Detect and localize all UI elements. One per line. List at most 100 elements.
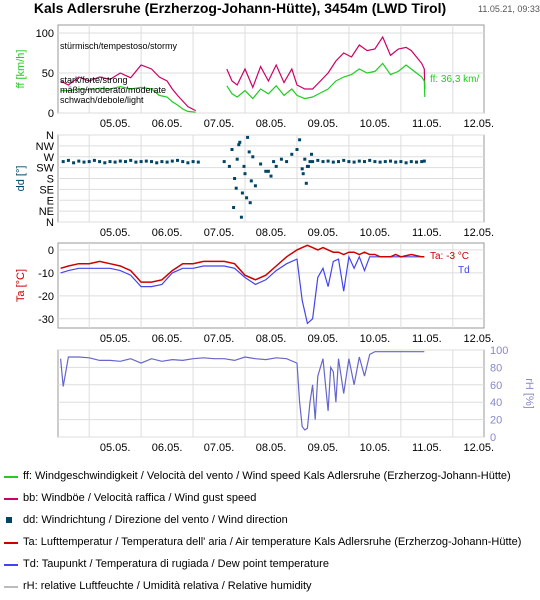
series-line-bb (226, 35, 426, 90)
x-tick-label-rh: 08.05. (256, 442, 287, 454)
y-tick-label-dir: S (47, 174, 54, 186)
legend-swatch-ff (4, 476, 18, 478)
dd-point (378, 160, 382, 164)
dd-point (389, 159, 392, 163)
dd-point (368, 158, 372, 162)
legend-item-td: Td: Taupunkt / Temperatura di rugiada / … (4, 556, 540, 578)
x-tick-label-temp: 05.05. (100, 333, 131, 345)
legend-label-dd: dd: Windrichtung / Direzione del vento /… (23, 514, 288, 526)
y-tick-label-dir: W (44, 152, 55, 164)
dd-point (308, 160, 312, 164)
wind-zone-label: mäßig/moderato/moderate (60, 85, 166, 95)
dd-point (139, 160, 143, 164)
x-tick-label-rh: 05.05. (100, 442, 131, 454)
x-tick-label-temp: 08.05. (256, 333, 287, 345)
dd-point (246, 135, 250, 139)
series-line-td (60, 254, 425, 325)
dd-point (337, 160, 340, 164)
dd-point (98, 160, 102, 164)
dd-point (118, 159, 122, 163)
legend-item-ff: ff: Windgeschwindigkeit / Velocità del v… (4, 468, 540, 490)
dd-point (124, 160, 127, 164)
panel-dir: 05.05. 06.05. 07.05. 08.05. 09.05. 10.05. 11.0… (15, 130, 494, 239)
dd-point (230, 148, 234, 151)
x-tick-label-rh: 06.05. (152, 442, 183, 454)
dd-point (321, 160, 325, 164)
panel-wind: 05.05. 06.05. 07.05. 08.05. 09.05. 10.05. 11.0… (15, 24, 495, 130)
dd-point (420, 160, 424, 164)
x-tick-label-temp: 06.05. (152, 333, 183, 345)
dd-point (155, 161, 159, 165)
x-tick-label-wind: 11.05. (412, 118, 442, 130)
x-tick-label-temp: 10.05. (360, 333, 391, 345)
dd-point (409, 160, 413, 164)
dd-point (103, 161, 107, 165)
x-tick-label-temp: 07.05. (204, 333, 235, 345)
y-tick-label-dir: N (46, 217, 54, 229)
legend-label-rh: rH: relative Luftfeuchte / Umidità relat… (23, 580, 312, 592)
y-tick-label-rh: 100 (490, 345, 508, 357)
dd-point (245, 196, 249, 200)
y-tick-label-dir: NE (39, 206, 54, 218)
dd-point (326, 159, 330, 163)
dd-point (234, 186, 238, 190)
dd-point (399, 160, 403, 164)
dd-point (160, 160, 164, 164)
series-line-ta (60, 244, 425, 283)
dd-point (227, 164, 231, 168)
dd-point (415, 160, 418, 164)
dd-point (300, 167, 304, 171)
dd-point (274, 164, 278, 168)
dd-point (248, 201, 252, 205)
dd-point (311, 160, 315, 164)
dd-point (352, 160, 356, 164)
x-tick-label-dir: 09.05. (308, 227, 339, 239)
dd-point (134, 160, 138, 164)
y-axis-label-dir: dd [°] (15, 166, 27, 192)
dd-point (247, 150, 251, 154)
x-tick-label-wind: 12.05. (464, 118, 495, 130)
dd-point (92, 158, 96, 162)
y-tick-label-dir: SE (39, 184, 54, 196)
x-tick-label-wind: 10.05. (360, 118, 391, 130)
x-tick-label-rh: 09.05. (308, 442, 339, 454)
y-tick-label-temp: 0 (48, 245, 54, 257)
dd-point (301, 172, 305, 176)
dd-point (363, 160, 366, 164)
dd-point (129, 158, 133, 162)
x-tick-label-rh: 07.05. (204, 442, 235, 454)
dd-point (66, 158, 70, 162)
legend-item-bb: bb: Windböe / Velocità raffica / Wind gu… (4, 490, 540, 512)
dd-point (233, 177, 237, 180)
y-tick-label-dir: SW (36, 163, 54, 175)
dd-point (304, 181, 308, 185)
dd-point (249, 179, 253, 183)
y-tick-label-temp: -30 (38, 314, 54, 326)
legend-swatch-dd (6, 517, 12, 523)
dd-point (108, 160, 112, 164)
dd-point (191, 160, 195, 164)
dd-point (239, 215, 243, 219)
dd-point (394, 160, 398, 164)
dd-point (61, 160, 65, 164)
dd-point (279, 157, 283, 161)
dd-point (232, 206, 236, 209)
y-axis-label-wind: ff [km/h] (15, 50, 27, 89)
x-tick-label-wind: 07.05. (204, 118, 235, 130)
dd-point (242, 164, 246, 168)
dd-point (238, 140, 242, 144)
x-tick-label-rh: 11.05. (412, 442, 442, 454)
dd-point (422, 159, 426, 163)
wind-zone-label: stark/forte/strong (60, 75, 128, 85)
dd-point (357, 159, 361, 163)
dd-point (290, 152, 294, 156)
x-tick-label-dir: 05.05. (100, 227, 131, 239)
dd-point (295, 148, 299, 151)
dd-point (373, 160, 377, 164)
y-tick-label-dir: E (47, 195, 54, 207)
dd-point (347, 160, 351, 164)
legend-swatch-td (4, 564, 18, 566)
x-tick-label-wind: 09.05. (308, 118, 339, 130)
dd-point (272, 160, 276, 164)
dd-point (251, 155, 255, 159)
